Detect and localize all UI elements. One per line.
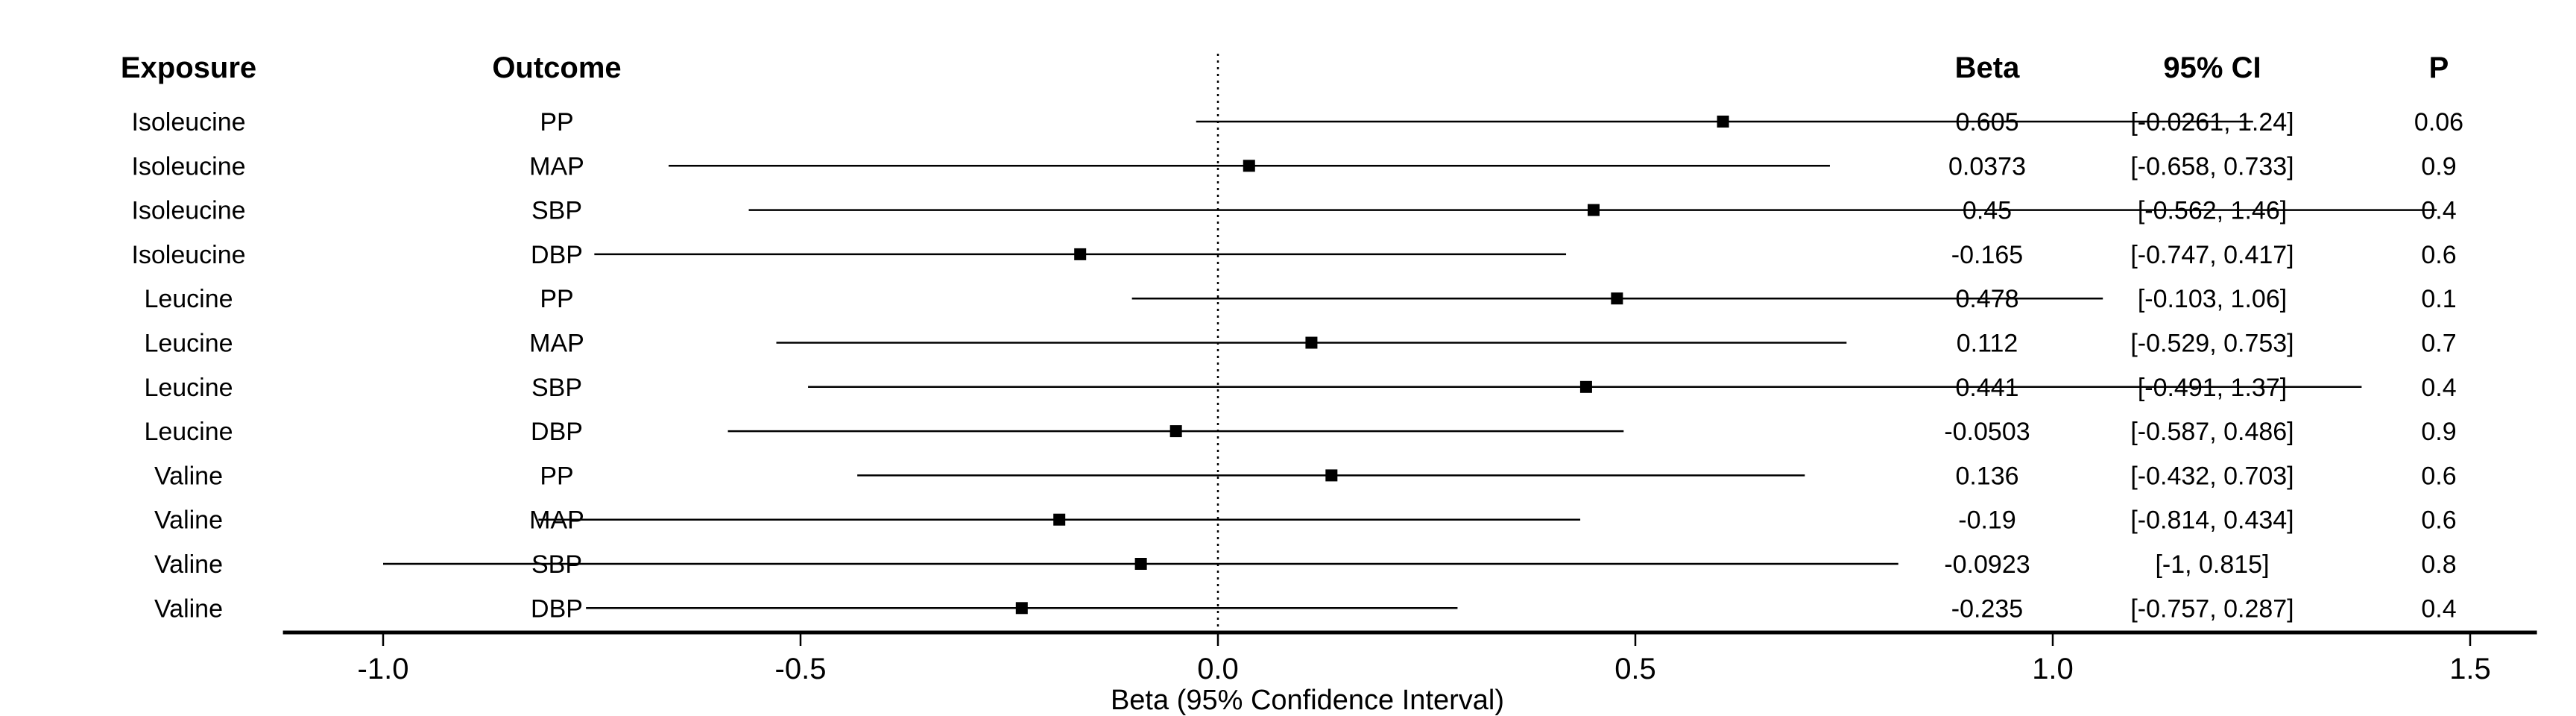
p-value: 0.4	[2421, 374, 2456, 402]
forest-row: Isoleucine PP 0.605 [-0.0261, 1.24] 0.06	[131, 108, 2463, 136]
exposure-label: Valine	[154, 462, 223, 490]
forest-row: Isoleucine SBP 0.45 [-0.562, 1.46] 0.4	[131, 197, 2456, 225]
x-tick-label: -1.0	[358, 653, 409, 685]
forest-row: Leucine DBP -0.0503 [-0.587, 0.486] 0.9	[144, 418, 2456, 446]
x-tick-label: 1.0	[2032, 653, 2074, 685]
header-exposure: Exposure	[121, 51, 256, 84]
exposure-label: Isoleucine	[131, 152, 245, 180]
exposure-label: Isoleucine	[131, 241, 245, 269]
p-value: 0.7	[2421, 330, 2456, 358]
exposure-label: Leucine	[144, 374, 233, 402]
forest-row: Leucine MAP 0.112 [-0.529, 0.753] 0.7	[144, 330, 2456, 358]
header-p: P	[2429, 51, 2449, 84]
beta-value: 0.112	[1957, 330, 2018, 358]
exposure-label: Isoleucine	[131, 197, 245, 225]
forest-row: Valine DBP -0.235 [-0.757, 0.287] 0.4	[154, 594, 2457, 623]
point-estimate-marker	[1305, 336, 1318, 349]
p-value: 0.8	[2421, 550, 2456, 579]
outcome-label: SBP	[531, 197, 582, 225]
forest-row: Isoleucine MAP 0.0373 [-0.658, 0.733] 0.9	[131, 152, 2456, 180]
beta-value: -0.19	[1958, 506, 2016, 535]
outcome-label: DBP	[531, 594, 583, 623]
beta-value: -0.235	[1951, 594, 2023, 623]
exposure-label: Leucine	[144, 418, 233, 446]
p-value: 0.6	[2421, 241, 2456, 269]
forest-row: Leucine PP 0.478 [-0.103, 1.06] 0.1	[144, 285, 2456, 313]
p-value: 0.9	[2421, 418, 2456, 446]
p-value: 0.6	[2421, 462, 2456, 490]
point-estimate-marker	[1611, 292, 1623, 305]
ci-value: [-0.587, 0.486]	[2130, 418, 2294, 446]
exposure-label: Leucine	[144, 330, 233, 358]
outcome-label: DBP	[531, 418, 583, 446]
point-estimate-marker	[1243, 160, 1255, 172]
outcome-label: PP	[540, 108, 573, 136]
header-ci: 95% CI	[2163, 51, 2261, 84]
x-tick-label: -0.5	[775, 653, 827, 685]
outcome-label: PP	[540, 285, 573, 313]
outcome-label: SBP	[531, 374, 582, 402]
forest-row: Valine PP 0.136 [-0.432, 0.703] 0.6	[154, 462, 2457, 490]
point-estimate-marker	[1074, 248, 1087, 260]
data-rows: Isoleucine PP 0.605 [-0.0261, 1.24] 0.06Isol…	[131, 54, 2463, 632]
outcome-label: PP	[540, 462, 573, 490]
exposure-label: Valine	[154, 506, 223, 535]
beta-value: 0.0373	[1948, 152, 2026, 180]
x-tick-label: 0.0	[1197, 653, 1239, 685]
p-value: 0.9	[2421, 152, 2456, 180]
exposure-label: Valine	[154, 594, 223, 623]
point-estimate-marker	[1134, 558, 1147, 570]
forest-row: Leucine SBP 0.441 [-0.491, 1.37] 0.4	[144, 374, 2456, 402]
point-estimate-marker	[1053, 513, 1066, 526]
column-headers: Exposure Outcome Beta 95% CI P	[121, 51, 2449, 84]
p-value: 0.6	[2421, 506, 2456, 535]
ci-value: [-0.529, 0.753]	[2130, 330, 2294, 358]
ci-value: [-0.658, 0.733]	[2130, 152, 2294, 180]
forest-row: Valine MAP -0.19 [-0.814, 0.434] 0.6	[154, 506, 2457, 535]
outcome-label: DBP	[531, 241, 583, 269]
x-axis-label: Beta (95% Confidence Interval)	[1111, 685, 1504, 716]
outcome-label: MAP	[529, 330, 584, 358]
beta-value: -0.0923	[1944, 550, 2030, 579]
x-tick-label: 0.5	[1614, 653, 1656, 685]
outcome-label: MAP	[529, 152, 584, 180]
ci-value: [-1, 0.815]	[2155, 550, 2269, 579]
p-value: 0.4	[2421, 594, 2456, 623]
exposure-label: Isoleucine	[131, 108, 245, 136]
ci-value: [-0.747, 0.417]	[2130, 241, 2294, 269]
ci-value: [-0.814, 0.434]	[2130, 506, 2294, 535]
point-estimate-marker	[1717, 116, 1729, 128]
x-axis: -1.0 -0.5 0.0 0.5 1.0 1.5	[282, 630, 2537, 685]
p-value: 0.1	[2421, 285, 2456, 313]
exposure-label: Valine	[154, 550, 223, 579]
forest-row: Isoleucine DBP -0.165 [-0.747, 0.417] 0.6	[131, 241, 2456, 269]
point-estimate-marker	[1579, 380, 1592, 393]
ci-value: [-0.432, 0.703]	[2130, 462, 2294, 490]
point-estimate-marker	[1169, 425, 1182, 438]
beta-value: 0.136	[1955, 462, 2018, 490]
point-estimate-marker	[1015, 602, 1028, 615]
point-estimate-marker	[1588, 204, 1600, 216]
exposure-label: Leucine	[144, 285, 233, 313]
x-tick-label: 1.5	[2449, 653, 2491, 685]
forest-row: Valine SBP -0.0923 [-1, 0.815] 0.8	[154, 550, 2457, 579]
beta-value: -0.165	[1951, 241, 2023, 269]
header-beta: Beta	[1955, 51, 2020, 84]
ci-value: [-0.103, 1.06]	[2138, 285, 2287, 313]
p-value: 0.06	[2414, 108, 2463, 136]
ci-value: [-0.757, 0.287]	[2130, 594, 2294, 623]
point-estimate-marker	[1325, 469, 1338, 482]
beta-value: -0.0503	[1944, 418, 2030, 446]
header-outcome: Outcome	[492, 51, 621, 84]
